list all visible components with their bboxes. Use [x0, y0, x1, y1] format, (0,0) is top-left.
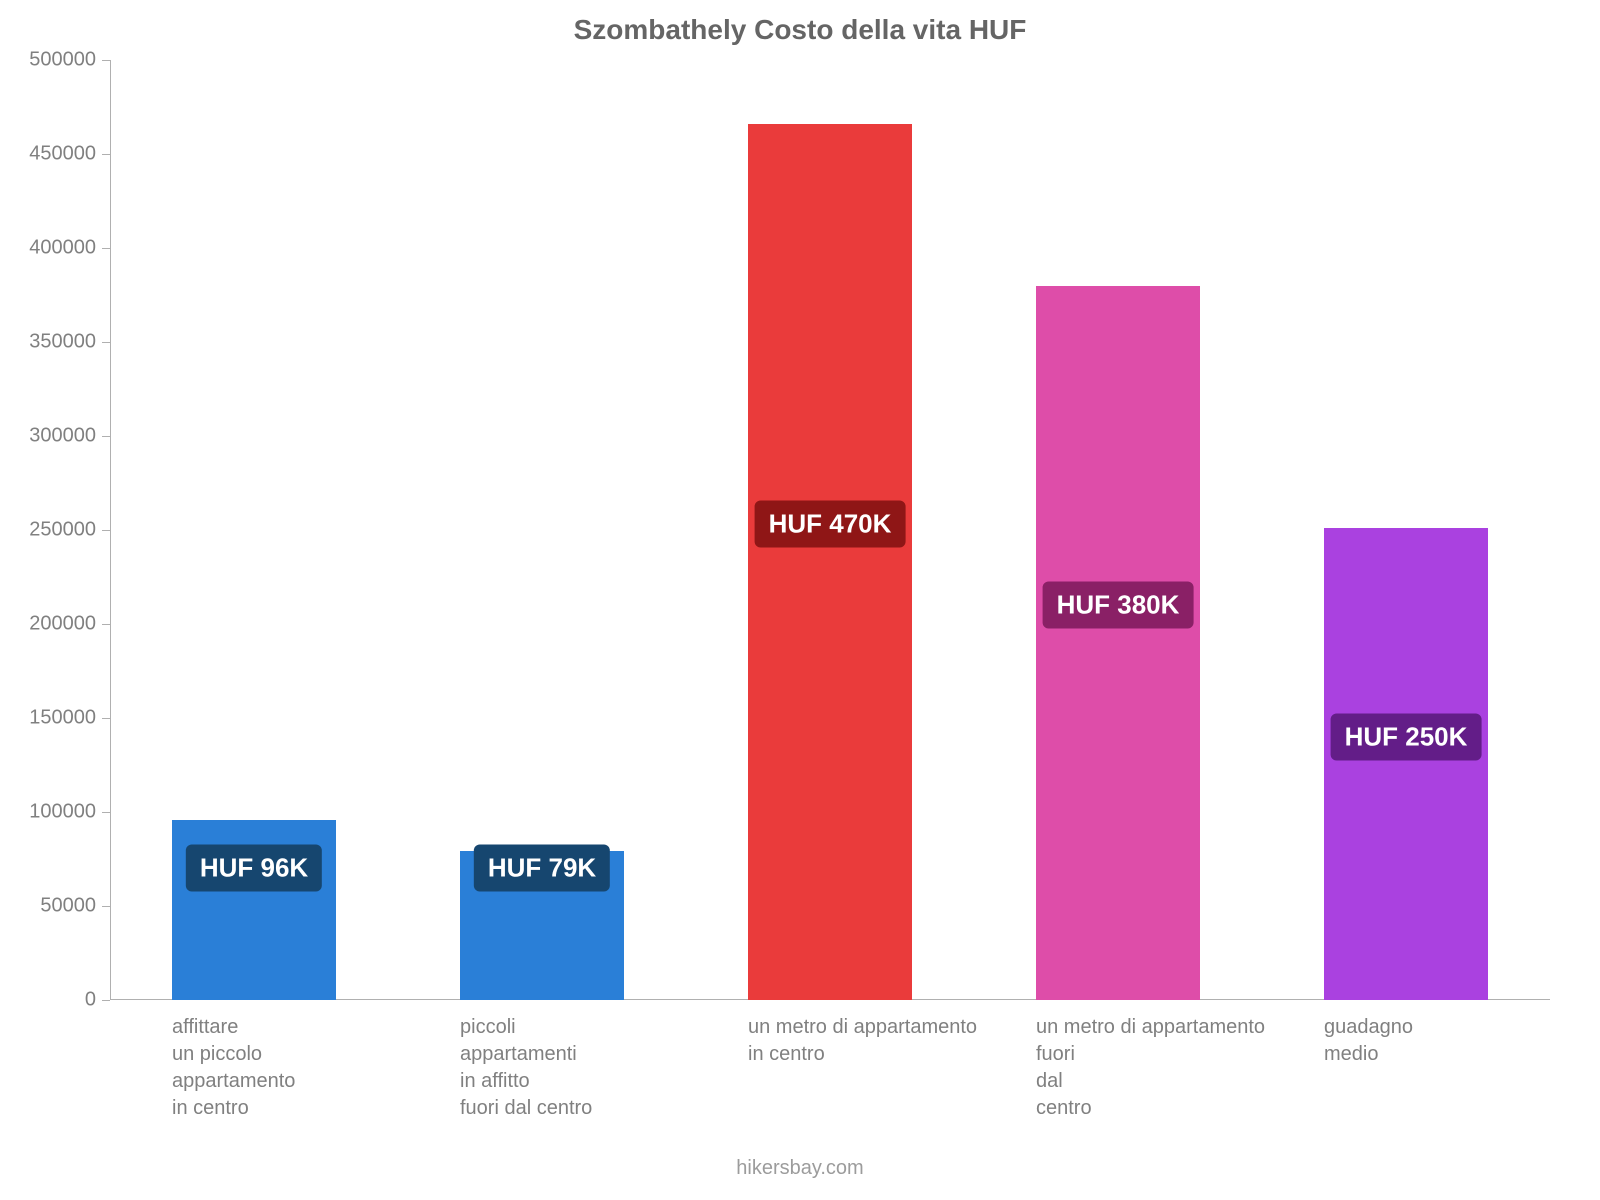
bar-value-badge: HUF 470K [755, 501, 906, 548]
bar-slot: HUF 96Kaffittare un piccolo appartamento… [110, 60, 398, 1000]
x-axis-label: un metro di appartamento in centro [748, 1000, 977, 1068]
bar-slot: HUF 380Kun metro di appartamento fuori d… [974, 60, 1262, 1000]
bar-value-badge: HUF 96K [186, 845, 322, 892]
y-tick-label: 200000 [29, 613, 110, 636]
y-tick-label: 300000 [29, 425, 110, 448]
bar-slot: HUF 79Kpiccoli appartamenti in affitto f… [398, 60, 686, 1000]
y-tick-label: 0 [85, 989, 110, 1012]
chart-container: Szombathely Costo della vita HUF 0500001… [0, 0, 1600, 1200]
bar-slot: HUF 470Kun metro di appartamento in cent… [686, 60, 974, 1000]
y-tick-label: 50000 [40, 895, 110, 918]
plot-area: 0500001000001500002000002500003000003500… [110, 60, 1550, 1000]
bar [748, 124, 912, 1000]
y-tick-label: 400000 [29, 237, 110, 260]
bar-value-badge: HUF 79K [474, 845, 610, 892]
bar-value-badge: HUF 250K [1331, 713, 1482, 760]
x-axis-label: affittare un piccolo appartamento in cen… [172, 1000, 295, 1122]
bar [1324, 528, 1488, 1000]
y-tick-label: 450000 [29, 143, 110, 166]
x-axis-label: guadagno medio [1324, 1000, 1413, 1068]
y-tick-label: 350000 [29, 331, 110, 354]
y-tick-label: 100000 [29, 801, 110, 824]
y-tick-label: 150000 [29, 707, 110, 730]
y-tick-label: 500000 [29, 49, 110, 72]
bar [1036, 286, 1200, 1000]
x-axis-label: un metro di appartamento fuori dal centr… [1036, 1000, 1265, 1122]
y-tick-label: 250000 [29, 519, 110, 542]
bar-value-badge: HUF 380K [1043, 582, 1194, 629]
bar-slot: HUF 250Kguadagno medio [1262, 60, 1550, 1000]
x-axis-label: piccoli appartamenti in affitto fuori da… [460, 1000, 592, 1122]
chart-title: Szombathely Costo della vita HUF [0, 14, 1600, 46]
attribution-text: hikersbay.com [0, 1157, 1600, 1180]
